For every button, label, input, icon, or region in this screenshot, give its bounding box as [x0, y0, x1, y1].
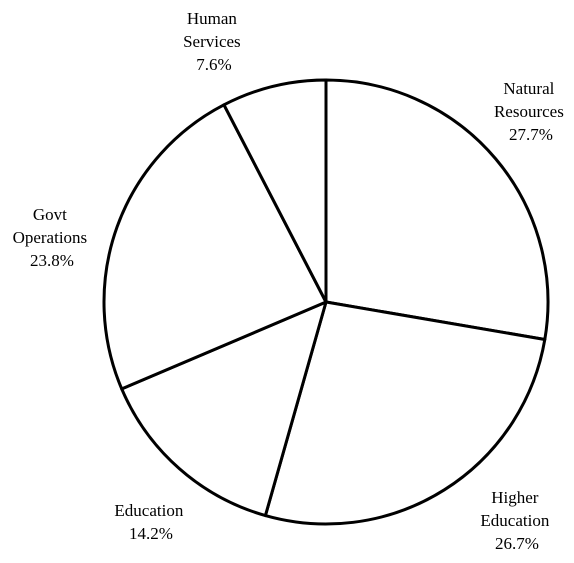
label-higher-education: Higher Education 26.7% [480, 488, 553, 553]
label-education: Education 14.2% [114, 501, 187, 543]
label-natural-resources: Natural Resources 27.7% [494, 79, 568, 144]
slice-natural-resources [324, 78, 550, 341]
slice-human-services [222, 78, 328, 304]
slice-education [120, 300, 328, 518]
label-human-services: Human Services 7.6% [183, 9, 245, 74]
pie-labels: Natural Resources 27.7% Higher Education… [13, 9, 568, 553]
slice-higher-education [263, 300, 547, 526]
pie-slices [102, 78, 550, 526]
label-govt-operations: Govt Operations 23.8% [13, 205, 92, 270]
slice-govt-operations [102, 103, 328, 391]
